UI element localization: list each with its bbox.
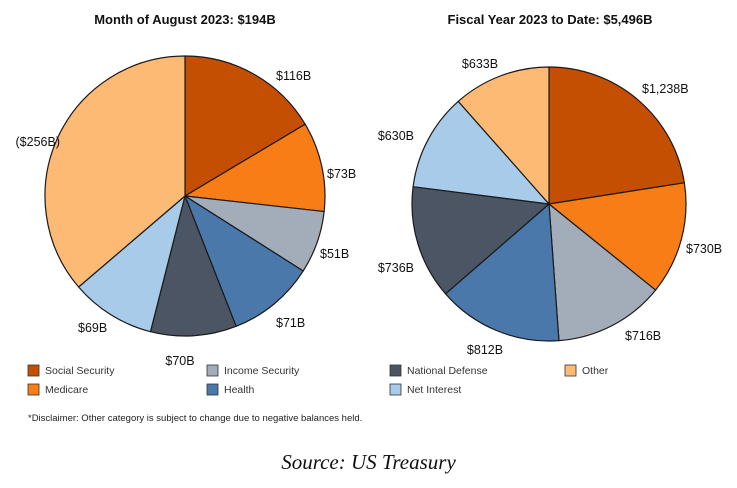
source-caption: Source: US Treasury [281, 450, 456, 474]
pie-fiscal-year: $1,238B $730B $716B $812B $736B $630B $633B [378, 57, 722, 357]
pie-charts: Month of August 2023: $194B Fiscal Year … [16, 12, 723, 424]
pie-slice-month-national-defense [149, 195, 237, 337]
data-label-fiscal-year-national-defense: $736B [378, 261, 414, 275]
legend-item-other: Other [564, 364, 609, 377]
legend-label-national-defense: National Defense [407, 365, 488, 377]
disclaimer: *Disclaimer: Other category is subject t… [28, 413, 362, 424]
legend: Social Security Income Security National D… [27, 364, 609, 396]
pie-slice-fiscal-year-net-interest [412, 100, 550, 205]
chart-title-month: Month of August 2023: $194B [94, 12, 276, 27]
legend-item-net-interest: Net Interest [389, 383, 461, 396]
data-label-fiscal-year-social-security: $1,238B [642, 82, 689, 96]
pie-month: $116B $73B $51B $71B $70B $69B ($256B) [16, 55, 356, 368]
pie-slice-month-net-interest [78, 195, 186, 333]
data-label-month-net-interest: $69B [78, 321, 107, 335]
legend-label-other: Other [582, 365, 609, 377]
pie-slice-fiscal-year-other [457, 66, 550, 205]
legend-item-medicare: Medicare [27, 383, 88, 396]
pie-slice-fiscal-year-medicare [548, 182, 687, 291]
data-label-month-income-security: $51B [320, 247, 349, 261]
data-label-fiscal-year-income-security: $716B [625, 329, 661, 343]
legend-label-health: Health [224, 384, 255, 396]
chart-title-fiscal-year: Fiscal Year 2023 to Date: $5,496B [448, 12, 653, 27]
pie-slice-fiscal-year-health [444, 203, 560, 342]
data-label-fiscal-year-health: $812B [467, 343, 503, 357]
data-label-month-medicare: $73B [327, 167, 356, 181]
pie-slice-fiscal-year-national-defense [411, 186, 550, 295]
legend-swatch-health [206, 383, 219, 396]
legend-item-income-security: Income Security [206, 364, 300, 377]
data-label-fiscal-year-other: $633B [462, 57, 498, 71]
data-label-fiscal-year-medicare: $730B [686, 242, 722, 256]
data-label-month-other: ($256B) [16, 135, 60, 149]
legend-swatch-other [564, 364, 577, 377]
legend-item-national-defense: National Defense [389, 364, 488, 377]
legend-item-social-security: Social Security [27, 364, 115, 377]
legend-swatch-national-defense [389, 364, 402, 377]
pie-slice-fiscal-year-income-security [548, 203, 657, 342]
legend-item-health: Health [206, 383, 255, 396]
data-label-month-health: $71B [276, 316, 305, 330]
data-label-fiscal-year-net-interest: $630B [378, 129, 414, 143]
legend-swatch-medicare [27, 383, 40, 396]
legend-label-medicare: Medicare [45, 384, 88, 396]
legend-label-net-interest: Net Interest [407, 384, 461, 396]
data-label-month-social-security: $116B [276, 69, 311, 83]
legend-swatch-net-interest [389, 383, 402, 396]
pie-slice-month-other [44, 55, 186, 288]
pie-slice-month-medicare [184, 123, 326, 213]
legend-swatch-social-security [27, 364, 40, 377]
legend-label-social-security: Social Security [45, 365, 115, 377]
data-label-month-national-defense: $70B [165, 354, 194, 368]
pie-slice-month-social-security [184, 55, 306, 197]
pie-slice-fiscal-year-social-security [548, 66, 685, 205]
legend-swatch-income-security [206, 364, 219, 377]
legend-label-income-security: Income Security [224, 365, 300, 377]
pie-slice-month-health [184, 195, 304, 327]
